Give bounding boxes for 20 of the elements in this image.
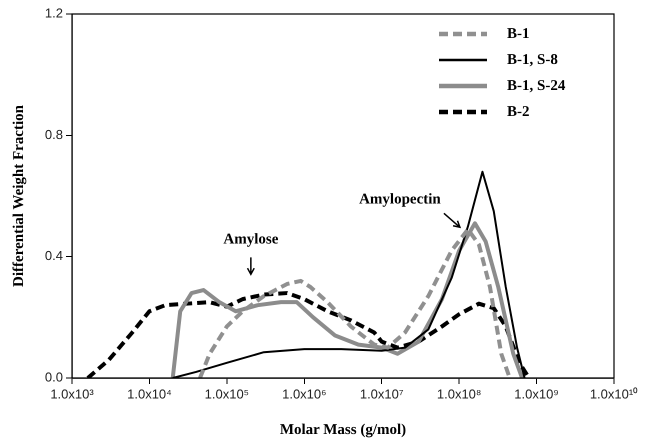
x-tick-label: 1.0x10⁴ bbox=[127, 386, 172, 402]
y-tick-label: 0.8 bbox=[44, 126, 63, 142]
x-tick-label: 1.0x10³ bbox=[50, 386, 94, 402]
legend-label: B-1, S-24 bbox=[507, 78, 566, 94]
legend-label: B-1, S-8 bbox=[507, 52, 558, 68]
annotation: Amylopectin bbox=[359, 191, 442, 208]
annotation: Amylose bbox=[223, 231, 279, 248]
y-tick-label: 0.0 bbox=[44, 370, 63, 385]
y-axis-title: Differential Weight Fraction bbox=[10, 104, 27, 287]
x-tick-label: 1.0x10⁶ bbox=[282, 386, 326, 402]
y-tick-label: 0.4 bbox=[44, 248, 63, 264]
y-tick-label: 1.2 bbox=[44, 6, 63, 21]
x-tick-label: 1.0x10⁸ bbox=[436, 386, 482, 402]
x-tick-label: 1.0x10⁵ bbox=[204, 386, 250, 402]
x-tick-label: 1.0x10⁹ bbox=[514, 386, 559, 402]
legend-label: B-1 bbox=[507, 26, 530, 42]
x-axis-title: Molar Mass (g/mol) bbox=[280, 422, 406, 438]
x-tick-label: 1.0x10¹⁰ bbox=[590, 386, 638, 402]
x-tick-label: 1.0x10⁷ bbox=[360, 386, 404, 402]
legend-label: B-2 bbox=[507, 104, 530, 120]
